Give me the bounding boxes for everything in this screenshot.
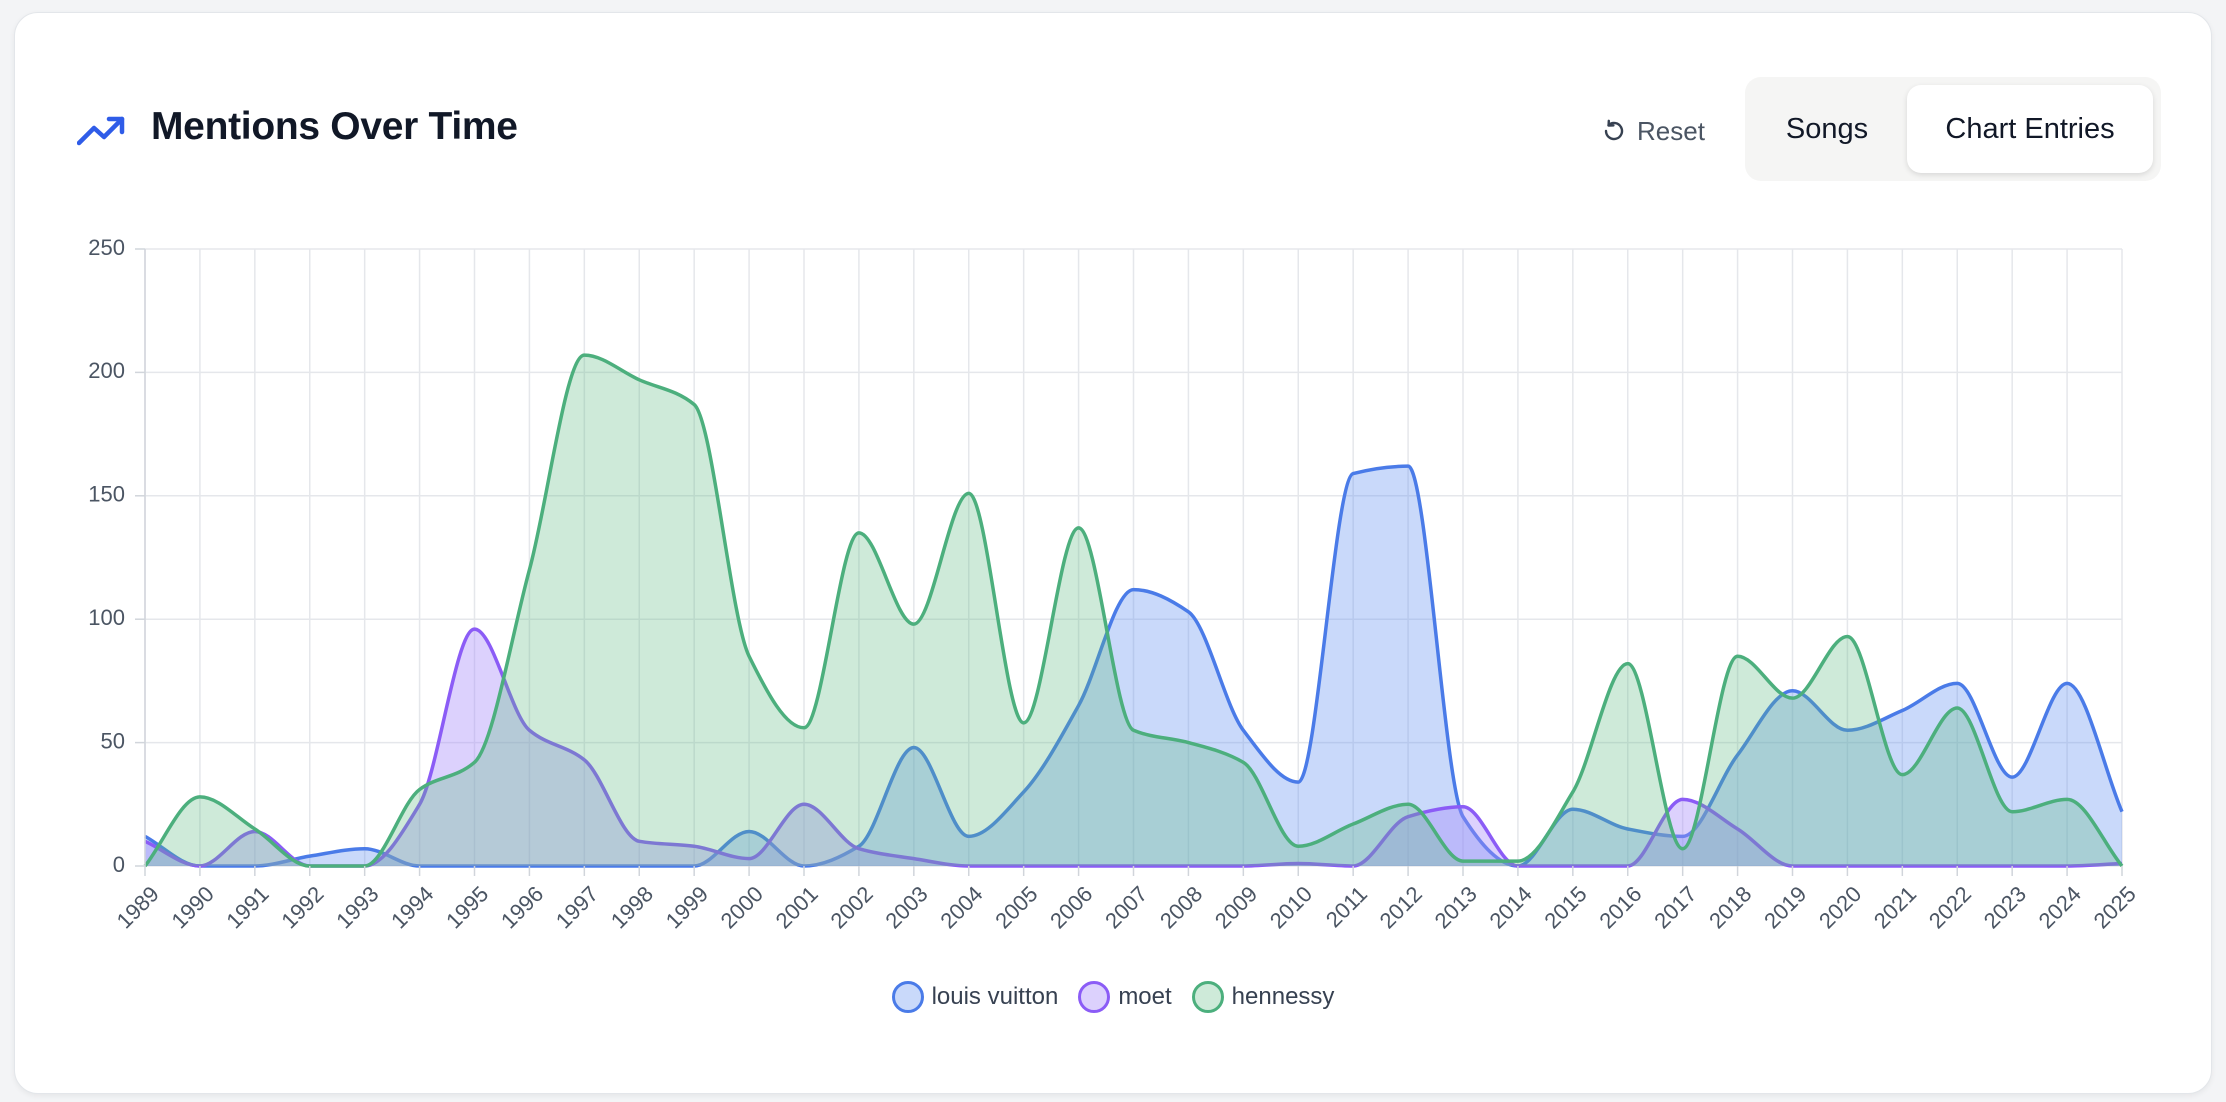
x-tick-label: 2006	[1045, 881, 1097, 933]
x-tick-label: 1994	[386, 881, 438, 933]
legend-swatch	[1078, 981, 1111, 1013]
legend-swatch	[1191, 981, 1224, 1013]
toggle-songs[interactable]: Songs	[1785, 112, 1869, 145]
area-fill-hennessy	[145, 355, 2122, 866]
y-tick-label: 250	[88, 235, 125, 260]
reset-button[interactable]: Reset	[1601, 109, 1705, 153]
x-tick-label: 2000	[716, 881, 768, 933]
x-tick-label: 1990	[166, 881, 218, 933]
x-tick-label: 2022	[1924, 881, 1976, 933]
y-tick-label: 150	[88, 482, 125, 507]
legend-label: hennessy	[1231, 983, 1335, 1010]
series-line-moet	[144, 627, 2123, 868]
card-header: Mentions Over Time Reset Songs Chart Ent…	[15, 13, 2211, 193]
x-tick-label: 2013	[1430, 881, 1482, 933]
series-line-hennessy	[143, 353, 2124, 868]
x-tick-label: 2001	[771, 881, 823, 933]
x-tick-label: 2002	[825, 881, 877, 933]
legend-label: moet	[1118, 983, 1172, 1010]
x-tick-label: 2016	[1594, 881, 1646, 933]
toggle-chart-entries[interactable]: Chart Entries	[1907, 85, 2153, 173]
x-tick-label: 2020	[1814, 881, 1866, 933]
reset-label: Reset	[1637, 115, 1705, 146]
y-tick-label: 100	[88, 605, 125, 630]
legend-item-moet[interactable]: moet	[1078, 981, 1172, 1013]
legend-swatch	[891, 981, 924, 1013]
x-tick-label: 2025	[2089, 881, 2141, 933]
legend-item-hennessy[interactable]: hennessy	[1191, 981, 1335, 1013]
legend-item-louis-vuitton[interactable]: louis vuitton	[891, 981, 1059, 1013]
x-tick-label: 1999	[661, 881, 713, 933]
x-tick-label: 1997	[551, 881, 603, 933]
y-tick-label: 50	[101, 728, 125, 753]
x-tick-label: 1989	[112, 881, 164, 933]
x-tick-label: 2014	[1484, 881, 1536, 933]
view-toggle: Songs Chart Entries	[1745, 77, 2161, 181]
area-fill-louis-vuitton	[145, 466, 2122, 866]
x-tick-label: 2015	[1539, 881, 1591, 933]
x-tick-label: 2018	[1704, 881, 1756, 933]
x-tick-label: 2017	[1649, 881, 1701, 933]
x-tick-label: 2011	[1321, 881, 1372, 932]
x-tick-label: 1998	[606, 881, 658, 933]
x-tick-label: 2009	[1210, 881, 1262, 933]
x-tick-label: 1993	[331, 881, 383, 933]
x-tick-label: 1991	[221, 881, 273, 933]
x-tick-label: 2008	[1155, 881, 1207, 933]
x-tick-label: 2004	[935, 881, 987, 933]
reset-icon	[1604, 119, 1624, 141]
legend: louis vuitton moet hennessy	[15, 981, 2211, 1013]
trending-up-icon	[77, 116, 125, 146]
x-tick-label: 2007	[1100, 881, 1152, 933]
x-tick-label: 2023	[1979, 881, 2031, 933]
area-fill-moet	[145, 629, 2122, 866]
x-tick-label: 2012	[1375, 881, 1427, 933]
page-title: Mentions Over Time	[151, 105, 518, 148]
x-tick-label: 1996	[496, 881, 548, 933]
area-chart: 1989 1990 1991 1992 1993 1994 1995 1996 1997 1998…	[88, 235, 2141, 934]
chart-card: Mentions Over Time Reset Songs Chart Ent…	[14, 12, 2212, 1094]
x-tick-label: 2005	[990, 881, 1042, 933]
x-tick-label: 2019	[1759, 881, 1811, 933]
x-tick-label: 2021	[1869, 881, 1921, 933]
x-tick-label: 2003	[880, 881, 932, 933]
x-tick-label: 1995	[441, 881, 493, 933]
x-tick-label: 1992	[276, 881, 328, 933]
y-tick-label: 200	[88, 358, 125, 383]
x-tick-label: 2024	[2034, 881, 2086, 933]
y-tick-label: 0	[113, 852, 125, 877]
legend-label: louis vuitton	[931, 983, 1059, 1010]
x-tick-label: 2010	[1265, 881, 1317, 933]
